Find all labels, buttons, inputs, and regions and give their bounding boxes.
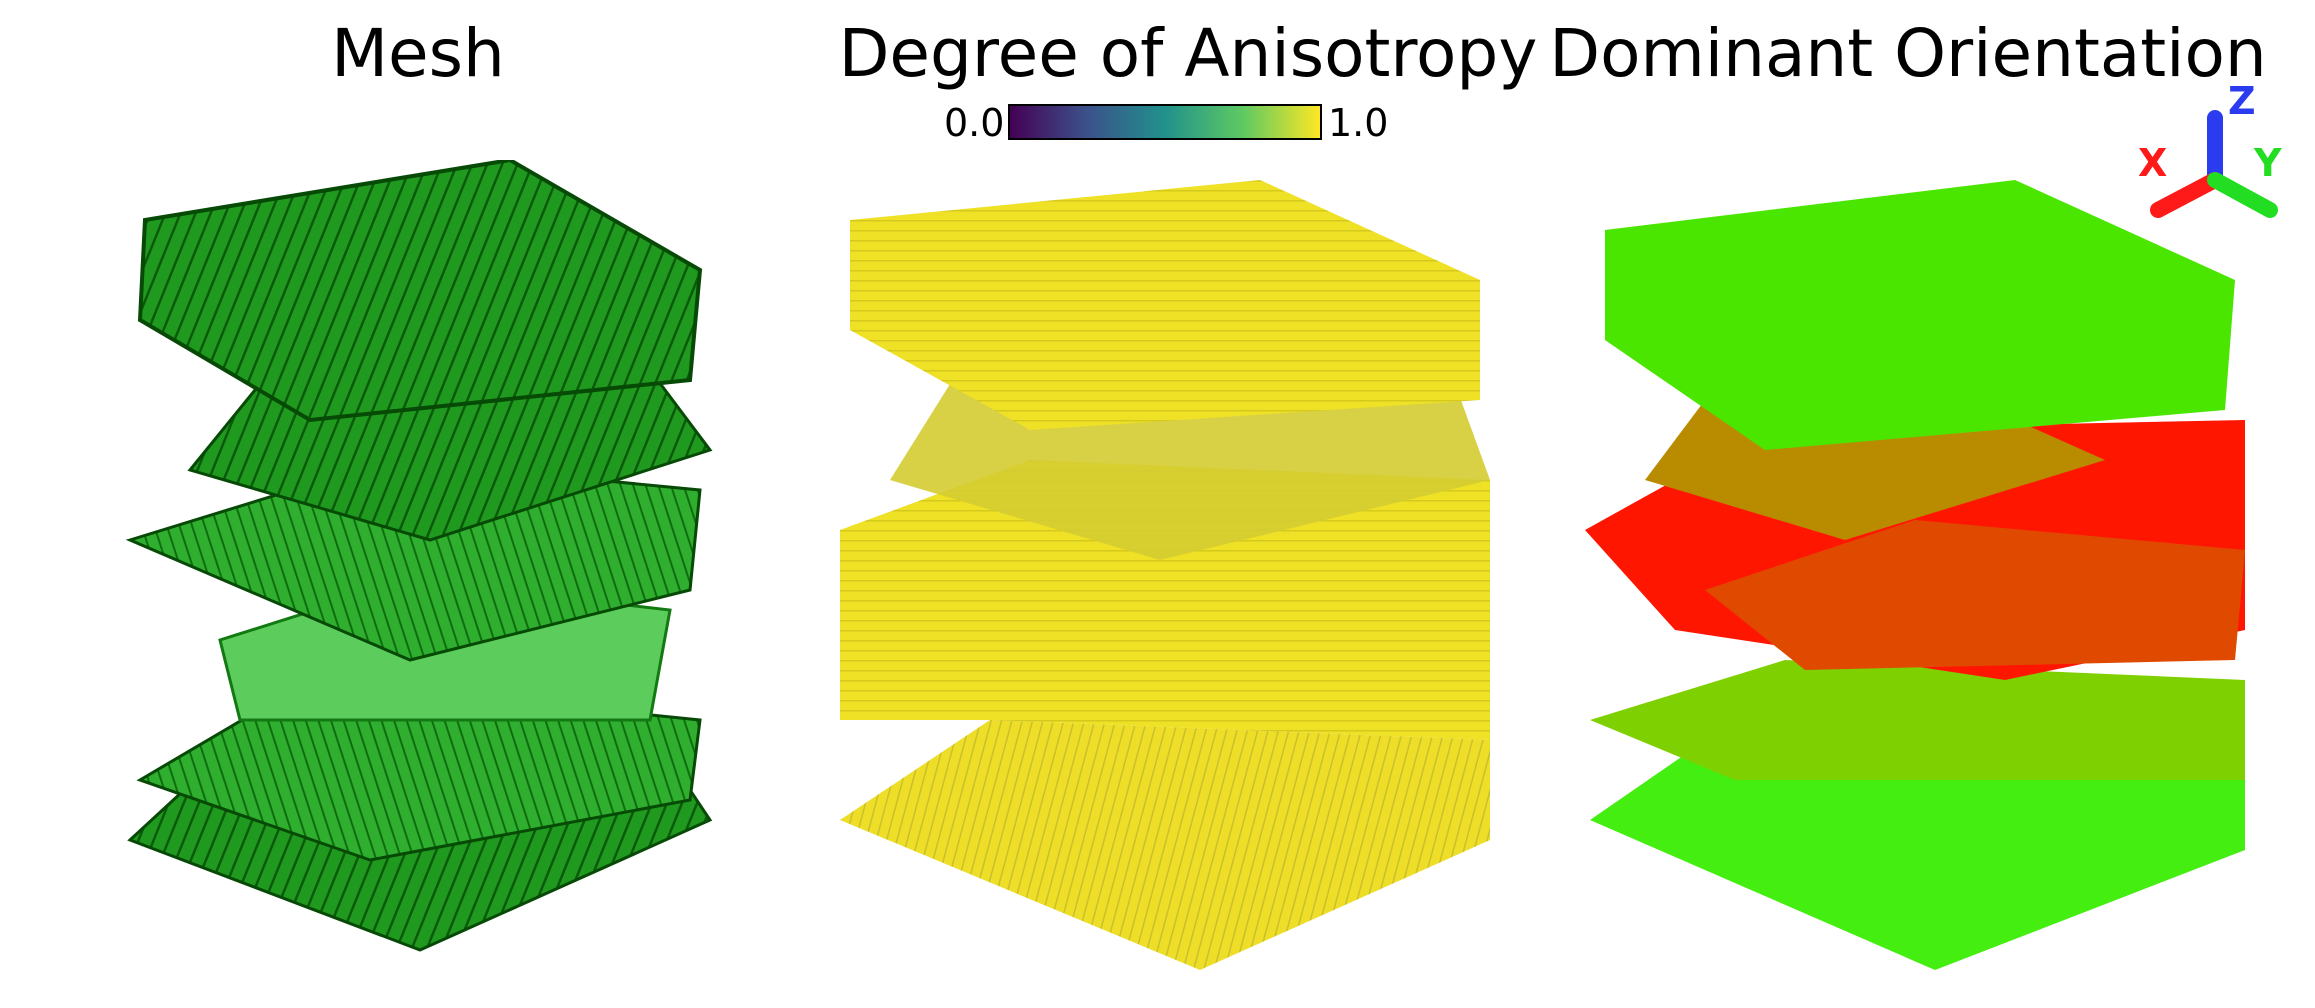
colorbar-max-label: 1.0: [1328, 101, 1389, 145]
orientation-layer-lower-mixed: [1590, 660, 2245, 780]
orientation-panel-title: Dominant Orientation: [1549, 15, 2267, 92]
anisotropy-layer-top: [850, 180, 1480, 430]
z-axis-label: Z: [2228, 80, 2256, 123]
anisotropy-layer-bottom: [840, 720, 1490, 970]
axes-triad: Z X Y: [2138, 80, 2282, 218]
orientation-visualization: [1585, 180, 2245, 970]
orientation-layer-top: [1605, 180, 2235, 450]
x-axis-line: [2150, 172, 2223, 218]
mesh-layer-top: [137, 160, 703, 423]
orientation-layer-stack: [1585, 180, 2245, 970]
y-axis-line: [2207, 172, 2278, 218]
mesh-visualization: [125, 160, 713, 952]
mesh-panel-title: Mesh: [331, 15, 505, 92]
anisotropy-layer-stack: [840, 180, 1490, 970]
anisotropy-panel-title: Degree of Anisotropy: [838, 15, 1538, 92]
anisotropy-layer-middle: [840, 460, 1490, 740]
colorbar-min-label: 0.0: [944, 101, 1005, 145]
anisotropy-colorbar: [1008, 104, 1322, 140]
mesh-layer-stack: [125, 160, 713, 952]
orientation-layer-bottom: [1590, 720, 2245, 970]
x-axis-label: X: [2138, 141, 2167, 185]
y-axis-label: Y: [2253, 141, 2282, 185]
anisotropy-visualization: [840, 180, 1490, 970]
orientation-layer-orange: [1705, 520, 2245, 670]
